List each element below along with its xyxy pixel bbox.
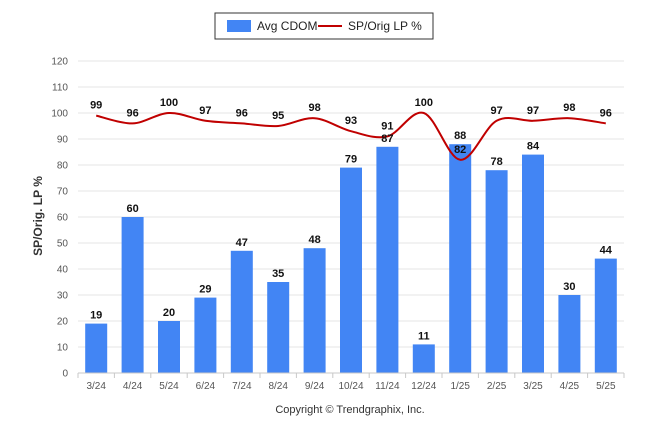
bar-value-label: 78 <box>490 156 502 168</box>
line-value-label: 98 <box>308 102 320 114</box>
x-tick-label: 1/25 <box>450 381 470 392</box>
y-tick-label: 70 <box>57 187 69 198</box>
line-value-label: 97 <box>490 105 502 117</box>
line-series <box>95 111 606 161</box>
y-tick-label: 40 <box>57 265 69 276</box>
bar[interactable] <box>194 297 217 373</box>
line-value-label: 100 <box>415 97 433 109</box>
bar[interactable] <box>376 146 399 373</box>
line-value-label: 99 <box>90 100 102 112</box>
y-axis-title: SP/Orig. LP % <box>31 176 45 256</box>
bar-value-label: 30 <box>563 281 575 293</box>
line-path-sp-orig-lp[interactable] <box>95 111 606 161</box>
x-tick-label: 10/24 <box>338 381 363 392</box>
bar[interactable] <box>522 154 544 373</box>
x-tick-label: 4/25 <box>560 381 580 392</box>
line-value-label: 93 <box>345 115 357 127</box>
line-value-label: 82 <box>454 144 466 156</box>
bar-value-label: 79 <box>345 154 357 166</box>
bar-value-label: 29 <box>199 284 211 296</box>
y-tick-label: 30 <box>57 291 69 302</box>
bar-value-label: 35 <box>272 268 284 280</box>
x-tick-label: 5/25 <box>596 381 616 392</box>
bar-value-label: 84 <box>527 141 540 153</box>
y-tick-label: 100 <box>51 109 68 120</box>
line-value-label: 97 <box>199 105 211 117</box>
line-value-label: 91 <box>381 120 393 132</box>
y-tick-label: 20 <box>57 317 69 328</box>
legend[interactable]: Avg CDOM SP/Orig LP % <box>214 12 434 40</box>
x-tick-label: 3/24 <box>86 381 106 392</box>
y-tick-label: 60 <box>57 213 69 224</box>
legend-label-sp-orig-lp: SP/Orig LP % <box>348 19 422 33</box>
x-tick-label: 4/24 <box>123 381 143 392</box>
data-labels: 19 60 20 29 47 35 48 79 87 11 88 78 84 30 44 99 96 100 97 9… <box>90 97 613 342</box>
line-value-label: 95 <box>272 110 284 122</box>
bar-value-label: 19 <box>90 310 102 322</box>
x-axis-ticks: 3/24 4/24 5/24 6/24 7/24 8/24 9/24 10/24 11/24 12… <box>77 372 625 392</box>
bar[interactable] <box>485 170 508 373</box>
bar-value-label: 48 <box>308 234 320 246</box>
bar[interactable] <box>121 217 144 373</box>
x-tick-label: 9/24 <box>305 381 325 392</box>
bar[interactable] <box>449 144 472 373</box>
line-value-label: 96 <box>236 107 248 119</box>
line-value-label: 96 <box>126 107 138 119</box>
y-tick-label: 120 <box>51 57 68 68</box>
x-tick-label: 2/25 <box>487 381 507 392</box>
x-tick-label: 3/25 <box>523 381 543 392</box>
line-value-label: 98 <box>563 102 575 114</box>
y-tick-label: 110 <box>52 83 68 94</box>
x-tick-label: 11/24 <box>375 381 400 392</box>
y-tick-label: 50 <box>57 239 69 250</box>
bar-value-label: 87 <box>381 133 393 145</box>
x-tick-label: 12/24 <box>411 381 436 392</box>
bar[interactable] <box>158 321 180 373</box>
legend-swatch-bar <box>227 20 251 32</box>
bar[interactable] <box>558 295 581 373</box>
bar[interactable] <box>230 250 253 373</box>
y-tick-label: 80 <box>57 161 69 172</box>
y-tick-label: 90 <box>57 135 69 146</box>
bar[interactable] <box>412 344 435 373</box>
bar[interactable] <box>340 167 362 373</box>
bar-value-label: 20 <box>163 307 175 319</box>
bar-value-label: 11 <box>418 330 430 342</box>
bar[interactable] <box>303 248 326 373</box>
line-value-label: 96 <box>600 107 612 119</box>
y-tick-label: 0 <box>62 369 68 380</box>
bar[interactable] <box>594 258 617 373</box>
bar[interactable] <box>267 282 290 373</box>
bar-value-label: 47 <box>236 237 248 249</box>
bar[interactable] <box>85 323 108 373</box>
line-value-label: 100 <box>160 97 178 109</box>
y-axis-ticks: 0 10 20 30 40 50 60 70 80 90 100 110 120 <box>51 57 68 380</box>
legend-label-avg-cdom: Avg CDOM <box>257 19 317 33</box>
x-tick-label: 6/24 <box>196 381 216 392</box>
bar-value-label: 60 <box>126 203 138 215</box>
x-tick-label: 5/24 <box>159 381 179 392</box>
x-tick-label: 7/24 <box>232 381 252 392</box>
bar-series <box>85 144 617 373</box>
y-tick-label: 10 <box>57 343 69 354</box>
bar-value-label: 88 <box>454 130 466 142</box>
line-value-label: 97 <box>527 105 539 117</box>
bar-value-label: 44 <box>600 245 613 257</box>
x-tick-label: 8/24 <box>268 381 288 392</box>
copyright-footer: Copyright © Trendgraphix, Inc. <box>275 404 424 416</box>
